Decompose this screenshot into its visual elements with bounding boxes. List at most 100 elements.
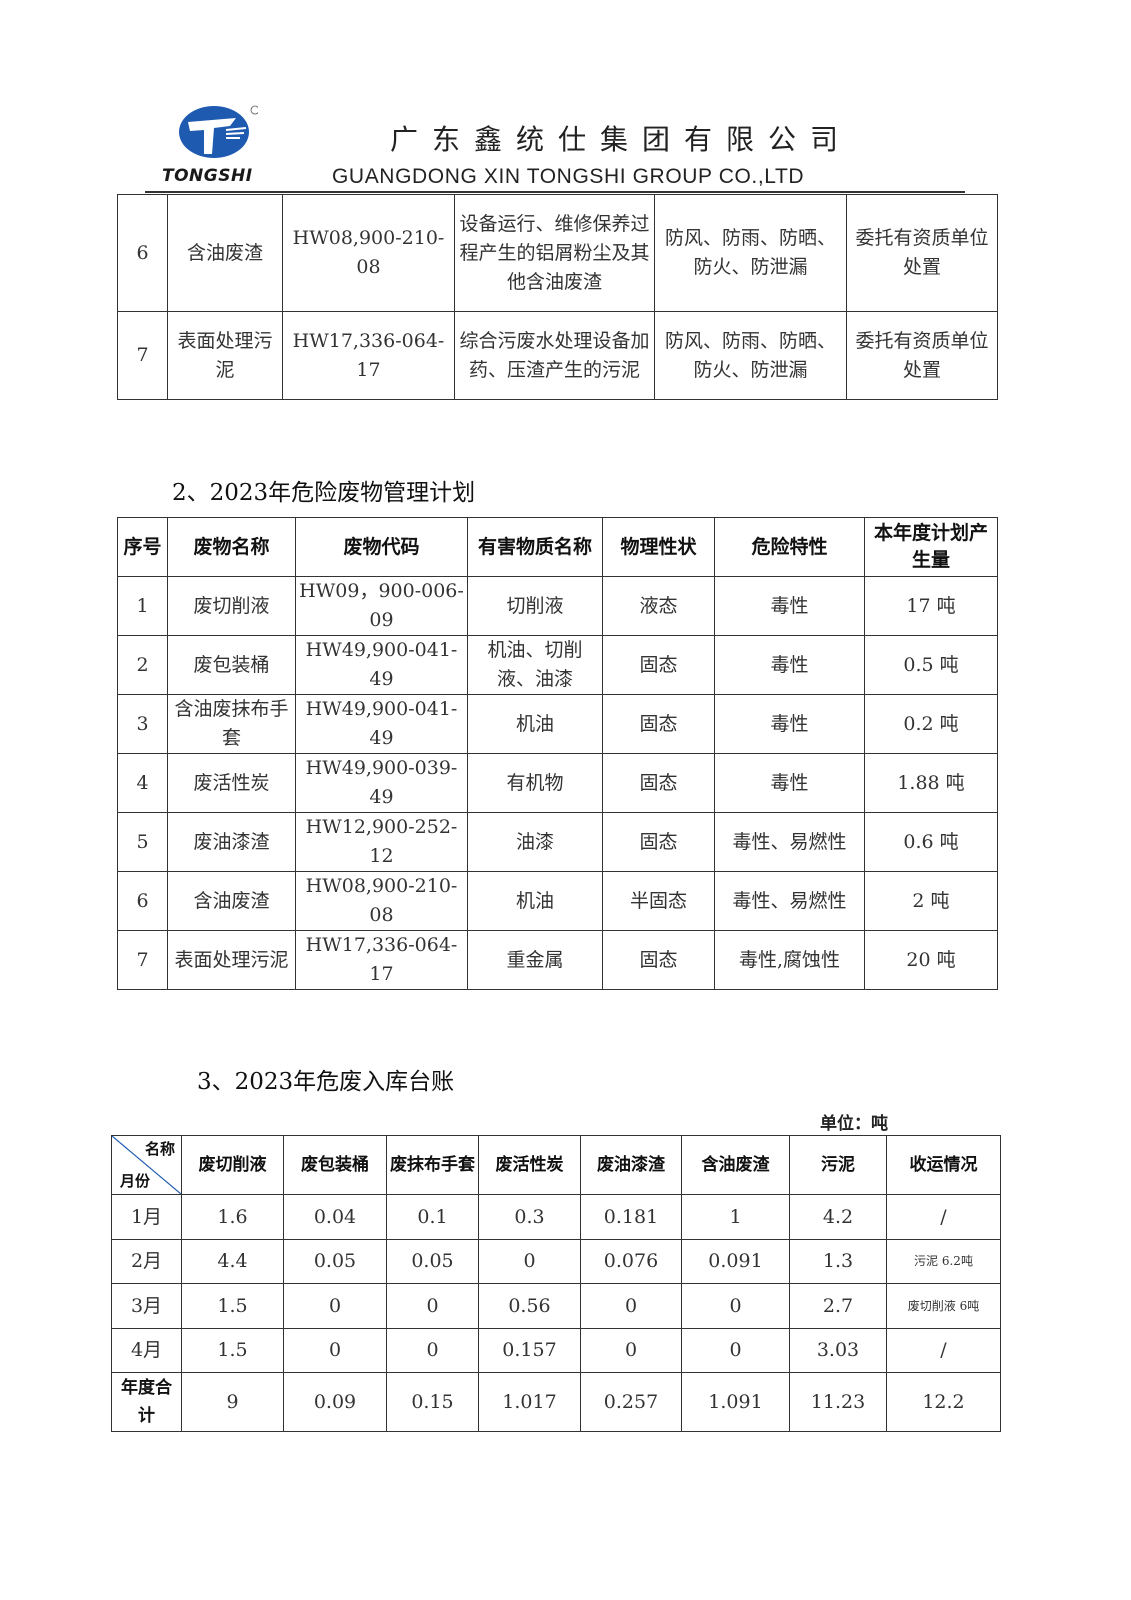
- table-cell: 0: [283, 1327, 387, 1373]
- table-cell: 3.03: [789, 1327, 887, 1373]
- total-row: 年度合计 9 0.09 0.15 1.017 0.257 1.091 11.23 12.2: [111, 1372, 1001, 1432]
- table-cell: 0.091: [681, 1238, 790, 1284]
- table-row: 3月 1.5 0 0 0.56 0 0 2.7 废切削液 6吨: [111, 1283, 1001, 1329]
- table-cell: 废切削液: [167, 576, 296, 636]
- table-cell: 0.1: [386, 1194, 479, 1240]
- table-cell: HW12,900-252-12: [295, 812, 468, 872]
- table-cell: 4: [117, 753, 168, 813]
- column-header: 含油废渣: [681, 1135, 790, 1195]
- total-label: 年度合计: [111, 1372, 182, 1432]
- table-cell: 有机物: [467, 753, 603, 813]
- table-cell: 1.3: [789, 1238, 887, 1284]
- table-cell: 切削液: [467, 576, 603, 636]
- unit-label: 单位：吨: [820, 1114, 888, 1134]
- table-cell: 2 吨: [864, 871, 998, 931]
- table-row: 7 表面处理污泥 HW17,336-064-17 重金属 固态 毒性,腐蚀性 20 吨: [117, 930, 998, 990]
- company-name-cn: 广东鑫统仕集团有限公司: [390, 123, 853, 156]
- table-cell: 0: [580, 1283, 682, 1329]
- table-cell: 0.076: [580, 1238, 682, 1284]
- table-cell: 0: [681, 1327, 790, 1373]
- section-2-title: 2、2023年危险废物管理计划: [172, 480, 476, 506]
- table-cell: 0: [681, 1283, 790, 1329]
- table-row: 2 废包装桶 HW49,900-041-49 机油、切削液、油漆 固态 毒性 0.5 吨: [117, 635, 998, 695]
- table-cell: 设备运行、维修保养过程产生的铝屑粉尘及其他含油废渣: [454, 194, 655, 312]
- table-row: 2月 4.4 0.05 0.05 0 0.076 0.091 1.3 污泥 6.2吨: [111, 1238, 1001, 1284]
- table-cell: 7: [117, 930, 168, 990]
- table-cell: 0.3: [478, 1194, 581, 1240]
- header-divider: [145, 191, 965, 193]
- table-cell: 0.56: [478, 1283, 581, 1329]
- table-cell: 毒性、易燃性: [714, 871, 865, 931]
- table-cell: 机油、切削液、油漆: [467, 635, 603, 695]
- table-cell: HW17,336-064-17: [295, 930, 468, 990]
- total-cell: 12.2: [886, 1372, 1001, 1432]
- waste-inventory-ledger-table: 名称 月份 废切削液 废包装桶 废抹布手套 废活性炭 废油漆渣 含油废渣 污泥 收运情况 1月 1.6…: [111, 1135, 1001, 1432]
- table-row: 4 废活性炭 HW49,900-039-49 有机物 固态 毒性 1.88 吨: [117, 753, 998, 813]
- section-3-title: 3、2023年危废入库台账: [197, 1069, 455, 1095]
- table-cell: 委托有资质单位处置: [846, 194, 998, 312]
- month-cell: 1月: [111, 1194, 182, 1240]
- column-header: 有害物质名称: [467, 517, 603, 577]
- logo-text: TONGSHI: [162, 166, 253, 186]
- table-cell: 1.5: [181, 1283, 284, 1329]
- column-header: 污泥: [789, 1135, 887, 1195]
- table-cell: 委托有资质单位处置: [846, 311, 998, 400]
- table-cell: 固态: [602, 753, 715, 813]
- table-cell: 液态: [602, 576, 715, 636]
- company-logo: [178, 104, 260, 160]
- table-row: 6 含油废渣 HW08,900-210-08 机油 半固态 毒性、易燃性 2 吨: [117, 871, 998, 931]
- month-cell: 4月: [111, 1327, 182, 1373]
- table-cell: 0.157: [478, 1327, 581, 1373]
- table-cell: HW08,900-210-08: [295, 871, 468, 931]
- total-cell: 0.09: [283, 1372, 387, 1432]
- table-cell: 防风、防雨、防晒、防火、防泄漏: [654, 194, 847, 312]
- table-cell: 含油废渣: [167, 194, 283, 312]
- table-cell: 毒性: [714, 694, 865, 754]
- column-header: 废物代码: [295, 517, 468, 577]
- total-cell: 1.091: [681, 1372, 790, 1432]
- table-cell: 废切削液 6吨: [886, 1283, 1001, 1329]
- corner-header: 名称 月份: [111, 1135, 182, 1195]
- column-header: 物理性状: [602, 517, 715, 577]
- table-row: 1月 1.6 0.04 0.1 0.3 0.181 1 4.2/: [111, 1194, 1001, 1240]
- table-cell: /: [886, 1194, 1001, 1240]
- table-cell: 0.04: [283, 1194, 387, 1240]
- table-cell: 1: [681, 1194, 790, 1240]
- table-cell: 油漆: [467, 812, 603, 872]
- table-row: 3 含油废抹布手套 HW49,900-041-49 机油 固态 毒性 0.2 吨: [117, 694, 998, 754]
- table-cell: HW49,900-041-49: [295, 694, 468, 754]
- table-cell: 6: [117, 194, 168, 312]
- corner-label-month: 月份: [120, 1172, 151, 1190]
- table-cell: 毒性: [714, 753, 865, 813]
- table-cell: 固态: [602, 930, 715, 990]
- column-header: 废抹布手套: [386, 1135, 479, 1195]
- table-cell: 0.05: [386, 1238, 479, 1284]
- table-cell: 废活性炭: [167, 753, 296, 813]
- table-cell: 重金属: [467, 930, 603, 990]
- table-cell: 0: [283, 1283, 387, 1329]
- table-row: 7 表面处理污泥 HW17,336-064-17 综合污废水处理设备加药、压渣产生的污…: [117, 311, 998, 400]
- table-cell: 固态: [602, 694, 715, 754]
- table-cell: 1.88 吨: [864, 753, 998, 813]
- table-row: 5 废油漆渣 HW12,900-252-12 油漆 固态 毒性、易燃性 0.6 吨: [117, 812, 998, 872]
- month-cell: 3月: [111, 1283, 182, 1329]
- table-cell: 5: [117, 812, 168, 872]
- table-cell: 20 吨: [864, 930, 998, 990]
- table-cell: 0: [386, 1327, 479, 1373]
- table-cell: 废油漆渣: [167, 812, 296, 872]
- table-header-row: 名称 月份 废切削液 废包装桶 废抹布手套 废活性炭 废油漆渣 含油废渣 污泥 收运情况: [111, 1135, 1001, 1195]
- waste-storage-table-continued: 6 含油废渣 HW08,900-210-08 设备运行、维修保养过程产生的铝屑粉尘及其…: [117, 194, 998, 400]
- column-header: 收运情况: [886, 1135, 1001, 1195]
- table-cell: 毒性: [714, 576, 865, 636]
- column-header: 废油漆渣: [580, 1135, 682, 1195]
- table-cell: 含油废渣: [167, 871, 296, 931]
- table-cell: 0.6 吨: [864, 812, 998, 872]
- table-cell: 综合污废水处理设备加药、压渣产生的污泥: [454, 311, 655, 400]
- column-header: 废活性炭: [478, 1135, 581, 1195]
- table-cell: 废包装桶: [167, 635, 296, 695]
- table-cell: 0.05: [283, 1238, 387, 1284]
- table-cell: 2: [117, 635, 168, 695]
- table-cell: 0.181: [580, 1194, 682, 1240]
- table-cell: 3: [117, 694, 168, 754]
- table-cell: 4.4: [181, 1238, 284, 1284]
